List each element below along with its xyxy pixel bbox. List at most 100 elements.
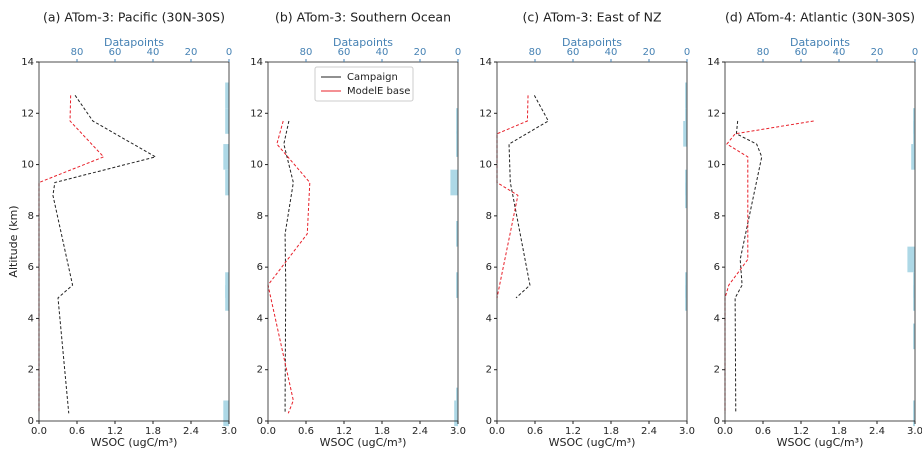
x-tick-label: 3.0 [679,426,695,437]
x-tick-label: 2.4 [412,426,428,437]
y-tick-label: 4 [257,313,263,324]
x2-axis-label: Datapoints [790,36,850,49]
y-tick-label: 4 [486,313,492,324]
datapoint-bar [225,272,229,298]
x-tick-label: 0.6 [755,426,771,437]
x2-tick-label: 40 [833,47,846,58]
x2-tick-label: 40 [605,47,618,58]
x-tick-label: 3.0 [450,426,466,437]
y-tick-label: 4 [28,313,34,324]
x2-tick-label: 20 [185,47,198,58]
x-tick-label: 0.0 [260,426,276,437]
y-tick-label: 8 [486,211,492,222]
y-tick-label: 0 [714,416,720,427]
x-tick-label: 3.0 [221,426,237,437]
y-tick-label: 8 [28,211,34,222]
y-tick-label: 2 [486,365,492,376]
datapoint-bar [225,108,229,134]
series-line [52,95,157,414]
x2-tick-label: 60 [338,47,351,58]
x-axis-label: WSOC (ugC/m³) [777,436,864,449]
datapoint-bar [913,400,915,427]
y-tick-label: 2 [257,365,263,376]
x2-axis-label: Datapoints [333,36,393,49]
x2-tick-label: 60 [567,47,580,58]
x2-tick-label: 80 [71,47,84,58]
y-tick-label: 14 [479,57,492,68]
y-tick-label: 12 [707,108,720,119]
series-line [496,95,529,299]
x-tick-label: 1.8 [603,426,619,437]
datapoint-bar [456,108,458,134]
x-tick-label: 0.6 [527,426,543,437]
y-tick-label: 0 [28,416,34,427]
y-tick-label: 4 [714,313,720,324]
datapoint-bar [456,220,458,247]
datapoint-bar [685,272,687,298]
panel-title: (d) ATom-4: Atlantic (30N-30S) [725,10,915,25]
y-tick-label: 2 [28,365,34,376]
y-tick-label: 6 [257,262,263,273]
x-tick-label: 1.8 [374,426,390,437]
y-tick-label: 6 [486,262,492,273]
x2-tick-label: 20 [871,47,884,58]
y-tick-label: 8 [714,211,720,222]
x-tick-label: 1.2 [107,426,123,437]
x2-tick-label: 80 [529,47,542,58]
panel-title: (c) ATom-3: East of NZ [522,10,661,25]
x2-tick-label: 60 [109,47,122,58]
datapoint-bar [685,285,687,311]
datapoint-bar [907,246,915,273]
y-tick-label: 10 [479,160,492,171]
axes-frame [496,61,688,422]
x2-tick-label: 0 [455,47,461,58]
datapoint-bar [685,182,687,209]
datapoint-bar [450,169,458,196]
series-line [267,120,311,414]
y-tick-label: 12 [479,108,492,119]
series-line [508,95,549,299]
x-axis-label: WSOC (ugC/m³) [91,436,178,449]
datapoint-bar [225,82,229,109]
y-tick-label: 12 [250,108,263,119]
x-tick-label: 0.0 [489,426,505,437]
legend-label: Campaign [347,72,398,83]
series-line [734,120,763,414]
x2-tick-label: 0 [684,47,690,58]
axes-frame [267,61,459,422]
x-axis-label: WSOC (ugC/m³) [320,436,407,449]
x2-axis-label: Datapoints [104,36,164,49]
x2-tick-label: 0 [226,47,232,58]
x-tick-label: 0.0 [717,426,733,437]
x2-tick-label: 20 [414,47,427,58]
datapoint-bar [913,120,915,147]
axes-frame [38,61,230,422]
datapoint-bar [225,169,229,196]
datapoint-bar [911,144,915,170]
datapoint-bar [223,144,229,170]
datapoint-bar [913,323,915,350]
x2-tick-label: 0 [912,47,918,58]
x-tick-label: 0.6 [69,426,85,437]
x-tick-label: 2.4 [183,426,199,437]
x2-tick-label: 80 [300,47,313,58]
x-tick-label: 0.0 [31,426,47,437]
series-line [38,95,105,414]
datapoint-bar [454,400,458,427]
datapoint-bar [913,285,915,311]
panel-title: (b) ATom-3: Southern Ocean [275,10,451,25]
x-tick-label: 0.6 [298,426,314,437]
x-tick-label: 1.8 [145,426,161,437]
x-tick-label: 1.2 [565,426,581,437]
legend-label: ModelE base [347,86,410,97]
x2-tick-label: 60 [795,47,808,58]
x2-tick-label: 20 [643,47,656,58]
x-tick-label: 2.4 [869,426,885,437]
legend-box [314,66,414,102]
datapoint-bar [685,82,687,109]
x-tick-label: 1.2 [336,426,352,437]
y-tick-label: 6 [714,262,720,273]
x2-tick-label: 40 [147,47,160,58]
datapoint-bar [456,131,458,157]
y-tick-label: 10 [21,160,34,171]
